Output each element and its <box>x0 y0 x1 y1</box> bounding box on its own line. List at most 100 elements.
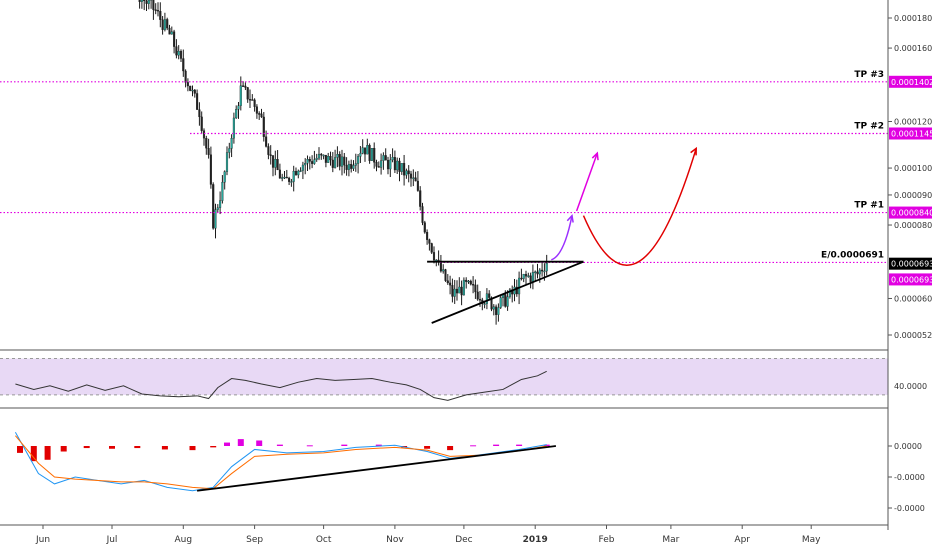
candle <box>177 45 180 60</box>
candle <box>301 161 304 180</box>
candle <box>294 167 298 176</box>
candle <box>248 89 252 108</box>
candle <box>485 288 488 310</box>
candle <box>278 163 281 179</box>
candle <box>166 17 169 31</box>
candle-body <box>338 154 341 167</box>
candle <box>311 155 314 169</box>
candle <box>400 163 403 175</box>
projection-purple <box>550 215 573 261</box>
macd-line <box>14 431 547 492</box>
candle <box>255 104 258 119</box>
candle-body <box>267 146 270 155</box>
candle-body <box>469 280 472 285</box>
candle-body <box>508 289 511 297</box>
candle <box>281 173 284 182</box>
candle <box>221 175 224 204</box>
candle-body <box>375 162 378 167</box>
candle-body <box>357 156 360 164</box>
candle <box>334 149 337 169</box>
candle-body <box>297 170 300 176</box>
candle-body <box>262 116 265 137</box>
candle-body <box>495 306 498 315</box>
candle <box>361 139 364 155</box>
candle-body <box>253 99 256 107</box>
candle <box>327 152 330 163</box>
candle <box>205 135 208 155</box>
candle-body <box>202 130 206 139</box>
candle <box>426 229 429 245</box>
candle <box>531 264 534 290</box>
candle <box>251 94 254 101</box>
candle-body <box>545 263 548 272</box>
candle <box>453 279 456 304</box>
candle-body <box>189 85 192 91</box>
candle-body <box>478 299 482 301</box>
macd-histogram-bar <box>424 446 431 449</box>
candle-body <box>347 163 350 170</box>
candle-body <box>352 165 355 169</box>
candle <box>403 154 406 186</box>
candle-body <box>327 156 330 163</box>
candle <box>462 277 465 296</box>
candle-body <box>414 177 417 182</box>
candle <box>501 293 505 307</box>
candle <box>370 148 373 162</box>
candle-body <box>283 176 286 179</box>
candle <box>444 268 447 282</box>
candle <box>196 89 199 110</box>
candle <box>262 112 265 142</box>
candle-body <box>449 282 452 286</box>
candle-body <box>536 271 539 275</box>
candle <box>511 285 514 303</box>
candle <box>416 171 419 192</box>
candle-body <box>299 170 302 172</box>
candle <box>297 169 300 179</box>
candle-body <box>446 280 449 284</box>
candle <box>200 111 203 134</box>
target-level-price: 0.0000840 <box>891 209 932 218</box>
candle-body <box>442 269 445 272</box>
candle <box>163 12 166 32</box>
candle-body <box>543 270 546 273</box>
candle-body <box>380 160 383 168</box>
candle <box>191 85 194 97</box>
candle <box>359 146 362 163</box>
candle-body <box>274 159 277 168</box>
candle-body <box>214 209 217 229</box>
macd-panel: 0.0000 -0.0000 -0.0000 <box>14 431 925 513</box>
candle <box>207 138 210 159</box>
candle-body <box>193 89 196 94</box>
candle-body <box>212 184 215 229</box>
candle-body <box>462 279 465 296</box>
macd-histogram-bar <box>543 444 550 446</box>
candle-body <box>531 272 534 282</box>
candle-body <box>393 157 396 171</box>
candle <box>541 262 544 277</box>
candle-body <box>336 154 339 158</box>
candle <box>159 2 162 28</box>
candle <box>405 168 408 179</box>
candle <box>260 108 263 118</box>
macd-histogram-bar <box>210 446 217 448</box>
macd-histogram-bar <box>447 446 454 451</box>
candle <box>363 147 367 162</box>
candle-body <box>334 157 337 168</box>
candle-body <box>248 99 252 101</box>
candle-body <box>485 293 488 304</box>
candle-body <box>168 27 171 35</box>
candle <box>442 264 445 274</box>
candle-body <box>354 163 357 166</box>
candle-body <box>152 0 155 10</box>
candle <box>373 142 376 169</box>
candle <box>235 105 238 119</box>
candle-body <box>235 109 238 119</box>
candle-body <box>444 269 447 281</box>
x-tick-label: Nov <box>386 535 404 545</box>
candle <box>476 284 479 301</box>
candle <box>389 154 392 178</box>
candle-body <box>515 286 518 295</box>
candle-body <box>294 170 298 176</box>
